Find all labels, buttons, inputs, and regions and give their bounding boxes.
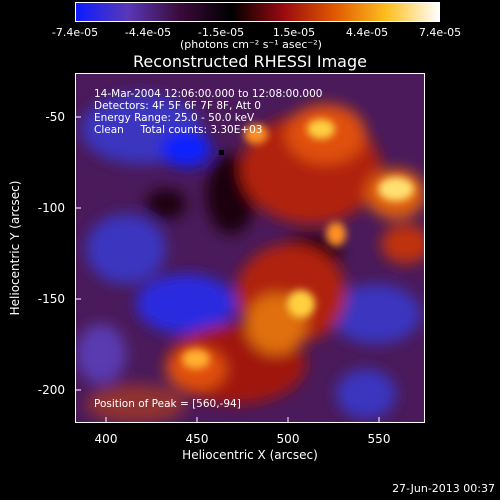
colorbar-units: (photons cm⁻² s⁻¹ asec⁻²) [180, 38, 322, 51]
y-axis-label: Heliocentric Y (arcsec) [8, 180, 22, 316]
colorbar-tick-label: 1.5e-05 [272, 26, 316, 39]
detectors-label: Detectors: 4F 5F 6F 7F 8F, Att 0 [94, 100, 261, 112]
colorbar-tick-label: 7.4e-05 [418, 26, 462, 39]
x-tick-label: 500 [276, 432, 300, 446]
image-plot[interactable]: 14-Mar-2004 12:06:00.000 to 12:08:00.000… [75, 73, 425, 423]
colorbar [75, 2, 440, 22]
y-tick-label: -100 [37, 201, 65, 215]
timestamp: 27-Jun-2013 00:37 [392, 482, 495, 495]
total-counts-label: Clean Total counts: 3.30E+03 [94, 124, 263, 136]
y-tick-label: -50 [45, 110, 65, 124]
x-axis-label: Heliocentric X (arcsec) [182, 448, 318, 462]
heatmap-image [76, 74, 424, 422]
colorbar-tick-label: -7.4e-05 [51, 26, 99, 39]
x-tick-label: 400 [94, 432, 118, 446]
x-tick-label: 450 [185, 432, 209, 446]
colorbar-tick-label: 4.4e-05 [345, 26, 389, 39]
y-tick-label: -150 [37, 292, 65, 306]
observation-time-label: 14-Mar-2004 12:06:00.000 to 12:08:00.000 [94, 88, 323, 100]
peak-position-label: Position of Peak = [560,-94] [94, 398, 241, 410]
y-tick-label: -200 [37, 383, 65, 397]
colorbar-tick-label: -1.5e-05 [197, 26, 245, 39]
x-tick-label: 550 [367, 432, 391, 446]
colorbar-tick-label: -4.4e-05 [124, 26, 172, 39]
energy-range-label: Energy Range: 25.0 - 50.0 keV [94, 112, 255, 124]
plot-title: Reconstructed RHESSI Image [133, 52, 367, 71]
peak-marker [219, 150, 224, 155]
